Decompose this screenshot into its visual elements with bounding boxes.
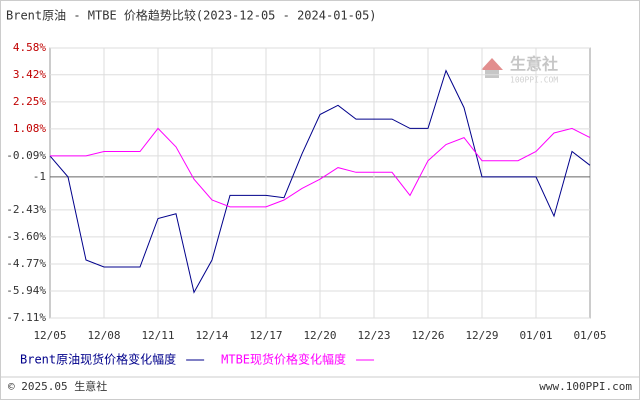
y-tick-label: 2.25% <box>13 95 46 108</box>
x-tick-label: 12/08 <box>87 329 120 342</box>
x-tick-label: 12/26 <box>411 329 444 342</box>
y-tick-label: -4.77% <box>6 257 46 270</box>
y-tick-label: -2.43% <box>6 203 46 216</box>
footer-right: www.100PPI.com <box>539 380 632 393</box>
y-tick-label: 3.42% <box>13 68 46 81</box>
series-line <box>49 69 591 294</box>
x-tick-label: 12/20 <box>303 329 336 342</box>
x-tick-label: 12/05 <box>33 329 66 342</box>
x-tick-label: 12/17 <box>249 329 282 342</box>
series-line <box>50 127 591 208</box>
legend-label: MTBE现货价格变化幅度 <box>221 352 346 367</box>
chart-title: Brent原油 - MTBE 价格趋势比较(2023-12-05 - 2024-… <box>6 8 377 23</box>
footer-left: © 2025.05 生意社 <box>8 379 107 393</box>
x-tick-label: 12/23 <box>357 329 390 342</box>
y-tick-label: -3.60% <box>6 230 46 243</box>
watermark-url: 100PPI.COM <box>510 76 558 85</box>
watermark-logo <box>481 58 503 70</box>
x-tick-label: 12/11 <box>141 329 174 342</box>
y-tick-label: -5.94% <box>6 284 46 297</box>
y-tick-label: -7.11% <box>6 311 46 324</box>
watermark-logo <box>485 70 499 78</box>
y-tick-label: 4.58% <box>13 41 46 54</box>
x-tick-label: 12/14 <box>195 329 228 342</box>
legend-label: Brent原油现货价格变化幅度 <box>20 352 176 367</box>
y-tick-label: -0.09% <box>6 149 46 162</box>
y-tick-label: -1 <box>33 170 46 183</box>
y-tick-label: 1.08% <box>13 122 46 135</box>
watermark-name: 生意社 <box>510 55 558 74</box>
x-tick-label: 01/01 <box>519 329 552 342</box>
watermark: 生意社 100PPI.COM <box>481 55 558 85</box>
x-tick-label: 12/29 <box>465 329 498 342</box>
x-tick-label: 01/05 <box>573 329 606 342</box>
